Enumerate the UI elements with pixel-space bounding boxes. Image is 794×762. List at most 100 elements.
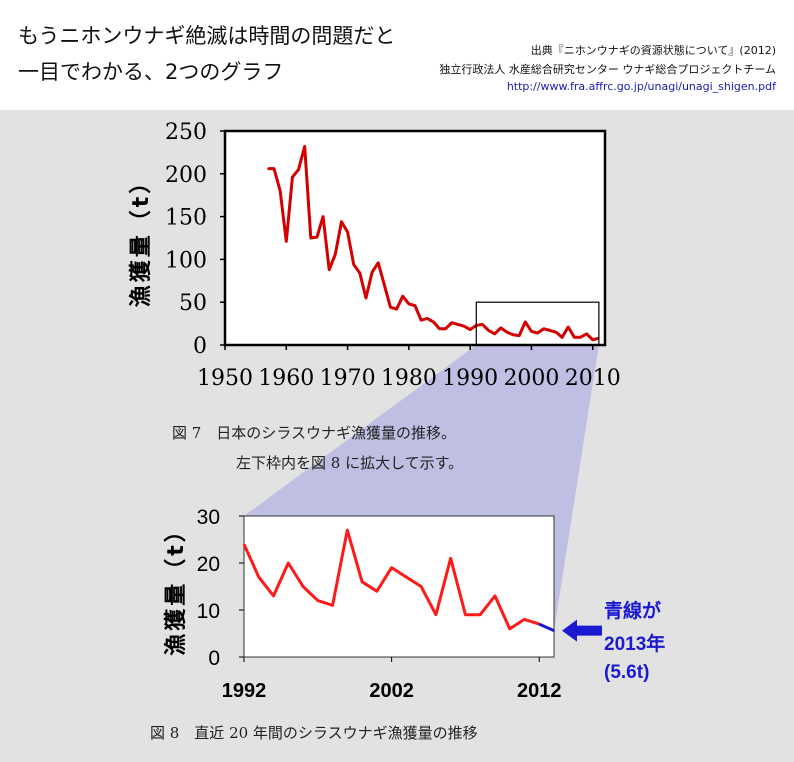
chart1-data-point	[536, 332, 539, 334]
chart1-data-point	[408, 303, 410, 305]
chart1-x-tick-label: 1950	[197, 366, 253, 391]
chart2-red-point	[449, 557, 452, 560]
chart2-plot-area	[243, 515, 555, 658]
chart1-x-tick-label: 1990	[442, 366, 498, 391]
chart1-data-point	[414, 304, 416, 307]
chart1-x-tick-label: 1980	[381, 366, 437, 391]
chart1-data-point	[493, 333, 496, 335]
chart2-x-tick-label: 2012	[517, 680, 562, 702]
chart1-data-point	[542, 327, 545, 330]
chart1-data-point	[328, 268, 330, 271]
chart1-data-point	[377, 262, 380, 264]
figure-8-caption: 図 8 直近 20 年間のシラスウナギ漁獲量の推移	[150, 724, 478, 742]
chart1-data-point	[573, 336, 576, 339]
chart2-red-point	[523, 618, 526, 621]
chart1-data-point	[352, 263, 355, 266]
chart1-y-tick-label: 50	[179, 291, 207, 316]
chart1-y-tick-label: 100	[165, 248, 207, 273]
chart2-y-tick-label: 10	[197, 600, 220, 623]
chart1-y-tick-label: 150	[165, 206, 207, 231]
chart1-data-point	[401, 295, 404, 298]
chart1-data-point	[500, 327, 502, 329]
chart1-data-point	[463, 325, 465, 327]
chart2-red-point	[494, 595, 496, 597]
chart1-data-point	[365, 297, 367, 299]
chart2-series-blue-line	[538, 622, 555, 633]
header: もうニホンウナギ絶滅は時間の問題だと 一目でわかる、2つのグラフ 出典『ニホンウ…	[0, 0, 794, 110]
chart2-red-point	[272, 595, 275, 597]
annotation-year: 2013年	[604, 634, 666, 655]
chart1-data-point	[450, 321, 453, 324]
chart2-red-point	[361, 581, 363, 583]
chart1-data-point	[579, 336, 582, 339]
chart2-x-tick-label: 1992	[222, 680, 267, 702]
chart1-data-point	[322, 215, 324, 218]
chart2-x-tick-label: 2002	[369, 680, 414, 702]
headline-line-1: もうニホンウナギ絶滅は時間の問題だと	[18, 24, 396, 48]
chart1-data-point	[389, 306, 392, 309]
chart2-red-point	[479, 613, 481, 616]
figure-7-caption: 図 7 日本のシラスウナギ漁獲量の推移。	[172, 424, 457, 442]
chart1-data-point	[420, 319, 422, 321]
chart2-y-tick-label: 0	[208, 647, 220, 670]
source-title: 出典『ニホンウナギの資源状態について』(2012)	[530, 44, 776, 57]
chart1-data-point	[524, 321, 527, 323]
chart1-y-tick-label: 250	[165, 120, 207, 145]
chart1-data-point	[567, 326, 570, 328]
chart1-data-point	[512, 333, 514, 336]
chart2-red-point	[243, 543, 245, 545]
chart2-red-point	[508, 628, 511, 630]
chart2-red-point	[376, 590, 378, 592]
chart1-data-point	[303, 145, 306, 148]
chart1-y-axis-label: 漁獲量（t）	[128, 169, 154, 308]
chart2-red-point	[420, 585, 422, 588]
chart1-data-point	[506, 331, 508, 333]
chart1-data-point	[383, 284, 386, 286]
chart2-red-point	[287, 562, 290, 564]
chart2-red-point	[435, 613, 437, 616]
chart1-data-point	[285, 240, 288, 243]
chart1-data-point	[297, 168, 300, 171]
chart1-data-point	[340, 220, 343, 223]
chart1-data-point	[530, 330, 533, 333]
chart1-data-point	[291, 176, 294, 179]
annotation-arrow-icon	[562, 619, 602, 642]
chart1-data-point	[371, 271, 373, 274]
chart1-zoom-box	[475, 301, 600, 346]
chart1-data-point	[273, 167, 275, 170]
chart1-data-point	[469, 328, 471, 331]
chart1-x-tick-label: 1970	[320, 366, 376, 391]
chart2-red-point	[331, 604, 334, 607]
chart1-data-point	[585, 333, 588, 335]
chart1-data-point	[518, 334, 520, 337]
chart1-data-point	[549, 329, 551, 332]
chart1-data-point	[346, 231, 349, 233]
chart2-red-point	[302, 585, 304, 588]
chart1-data-point	[395, 308, 398, 310]
chart1-data-point	[279, 190, 281, 192]
chart1-data-point	[481, 323, 484, 326]
chart1-x-tick-label: 2010	[565, 366, 621, 391]
chart1-data-point	[591, 339, 594, 341]
chart2-red-point	[257, 576, 260, 578]
chart2-y-tick-label: 30	[197, 506, 220, 529]
chart1-x-tick-label: 2000	[503, 366, 559, 391]
chart1-data-point	[316, 236, 318, 238]
chart1-data-point	[438, 327, 441, 330]
chart2-y-tick-label: 20	[197, 553, 220, 576]
chart2-red-point	[390, 566, 393, 569]
headline-line-2: 一目でわかる、2つのグラフ	[18, 60, 284, 84]
source-url-link[interactable]: http://www.fra.affrc.go.jp/unagi/unagi_s…	[506, 80, 776, 93]
figure-7-caption-note: 左下枠内を図 8 に拡大して示す。	[236, 454, 464, 472]
annotation-blue-line: 青線が	[604, 601, 662, 622]
chart1-y-tick-label: 200	[165, 163, 207, 188]
chart1-x-tick-label: 1960	[258, 366, 314, 391]
chart2-red-point	[346, 529, 349, 531]
chart1-data-point	[267, 167, 269, 170]
chart1-data-point	[432, 321, 435, 323]
chart1-plot-area	[223, 129, 607, 347]
chart1-data-point	[444, 327, 447, 330]
chart1-data-point	[457, 323, 459, 326]
chart1-data-point	[310, 237, 312, 239]
